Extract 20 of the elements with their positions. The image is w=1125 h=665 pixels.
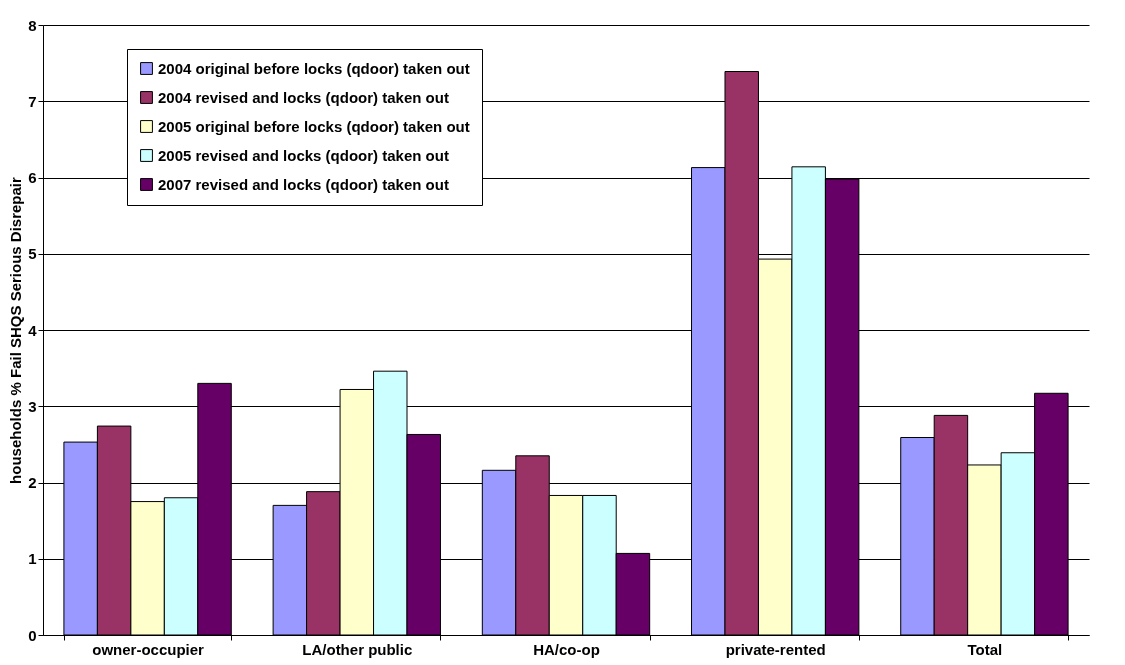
x-tick-label: HA/co-op xyxy=(533,640,600,658)
y-tick-label: 6 xyxy=(28,169,37,186)
y-axis-title: households % Fail SHQS Serious Disrepair xyxy=(7,176,25,484)
x-tick-label: LA/other public xyxy=(302,640,413,658)
y-tick-label: 2 xyxy=(28,474,37,491)
y-tick-label: 5 xyxy=(28,245,37,263)
y-tick-label: 7 xyxy=(28,92,37,110)
legend-label: 2004 original before locks (qdoor) taken out xyxy=(158,59,470,77)
y-tick-label: 1 xyxy=(28,550,37,568)
x-tick-label: owner-occupier xyxy=(92,640,205,658)
x-tick-label: Total xyxy=(967,640,1003,658)
x-tick-label: private-rented xyxy=(725,640,826,658)
y-tick-label: 0 xyxy=(28,626,37,644)
y-tick-label: 4 xyxy=(28,321,38,339)
legend-label: 2007 revised and locks (qdoor) taken out xyxy=(158,175,449,193)
legend-label: 2005 original before locks (qdoor) taken out xyxy=(158,117,470,135)
y-tick-label: 8 xyxy=(28,16,37,34)
legend-label: 2005 revised and locks (qdoor) taken out xyxy=(158,146,449,164)
legend-label: 2004 revised and locks (qdoor) taken out xyxy=(158,88,449,106)
y-tick-label: 3 xyxy=(28,397,37,415)
